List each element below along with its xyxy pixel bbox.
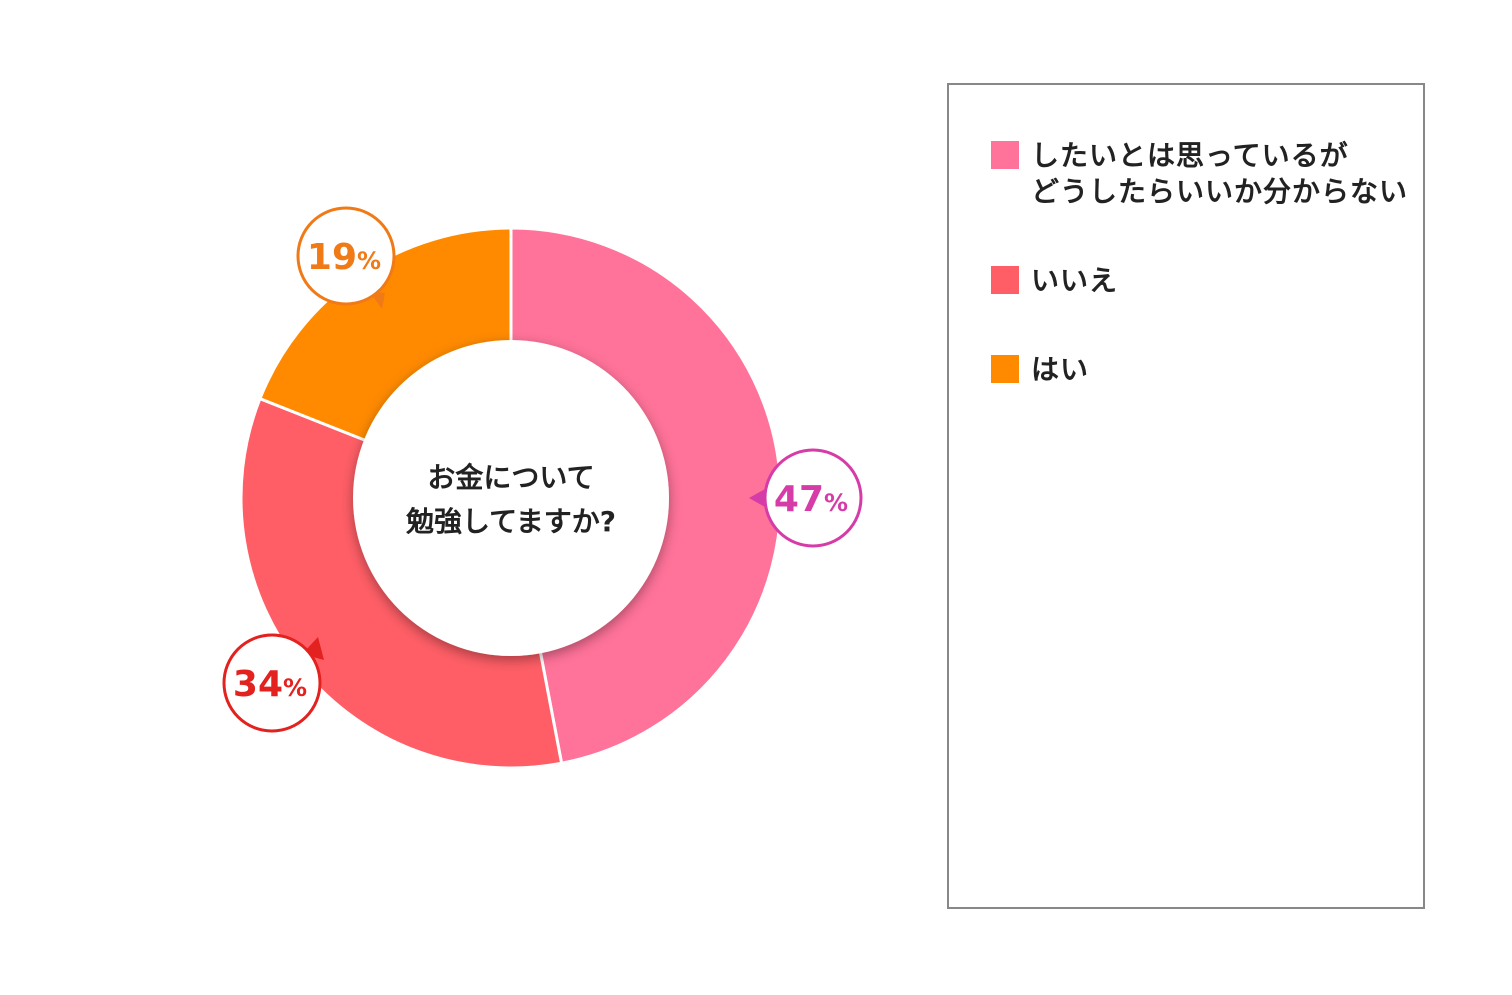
badges-layer: 47% 34% 19%	[222, 206, 863, 733]
donut-chart: お金について勉強してますか? 47% 34% 19%	[222, 206, 863, 770]
data-label-3: 19%	[307, 237, 381, 278]
chart-title: お金について勉強してますか?	[405, 461, 616, 538]
badge-circle	[296, 206, 396, 306]
data-label-2: 34%	[233, 664, 307, 705]
badge-circle	[222, 633, 322, 733]
badge-pointer	[749, 489, 765, 507]
legend-item-2: いいえ	[991, 263, 1118, 299]
legend-label: いいえ	[1031, 264, 1119, 297]
legend-swatch	[991, 266, 1019, 294]
percentage-badge-3: 19%	[296, 206, 396, 309]
legend-item-1: したいとは思っているが どうしたらいいか分からない	[991, 138, 1408, 210]
donut-hole	[353, 340, 669, 656]
badge-circle	[763, 448, 863, 548]
legend-label: はい	[1031, 353, 1090, 386]
legend-swatch	[991, 355, 1019, 383]
legend-label: したいとは思っているが どうしたらいいか分からない	[1031, 139, 1409, 208]
percentage-badge-1: 47%	[749, 448, 863, 548]
legend-swatch	[991, 141, 1019, 169]
legend: したいとは思っているが どうしたらいいか分からないいいえはい	[947, 83, 1425, 909]
legend-item-3: はい	[991, 352, 1089, 388]
percentage-badge-2: 34%	[222, 633, 324, 733]
data-label-1: 47%	[774, 479, 848, 520]
